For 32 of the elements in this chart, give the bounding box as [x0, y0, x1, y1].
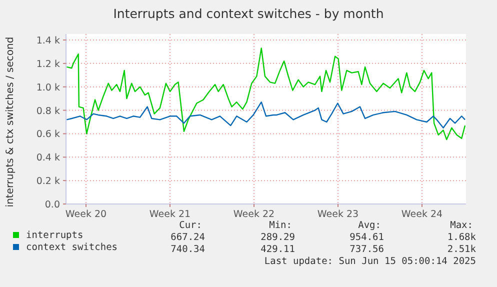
line-series	[66, 48, 466, 140]
text: 954.61	[350, 232, 384, 243]
line-series	[66, 101, 466, 128]
text: 737.56	[350, 244, 384, 255]
y-tick-label: 0.2 k	[36, 176, 60, 188]
text: Max:	[450, 220, 473, 231]
x-tick-label: Week 21	[149, 209, 191, 220]
y-tick-label: 0.0	[44, 200, 60, 210]
text: Cur:	[179, 220, 202, 231]
x-tick-label: Week 23	[317, 209, 359, 220]
x-tick-label: Week 24	[401, 209, 443, 220]
x-tick-label: Week 22	[233, 209, 275, 220]
y-tick-label: 0.4 k	[36, 152, 60, 164]
legend-label: interrupts	[26, 230, 84, 241]
text: Avg:	[358, 220, 381, 231]
text: 2.51k	[447, 244, 476, 255]
y-tick-label: 0.8 k	[36, 106, 60, 117]
y-axis-title: interrupts & ctx switches / second	[5, 36, 16, 208]
x-tick-label: Week 20	[65, 209, 107, 220]
text: Min:	[269, 220, 292, 231]
text: 429.11	[260, 244, 296, 255]
text: 1.68k	[447, 232, 476, 243]
text: 289.29	[260, 232, 296, 243]
text: Last update: Sun Jun 15 05:00:14 2025	[264, 256, 476, 267]
legend-label: context switches	[26, 242, 118, 253]
y-tick-label: 0.6 k	[36, 129, 60, 140]
y-tick-label: 1.4 k	[36, 36, 60, 46]
text: 740.34	[170, 244, 206, 255]
y-tick-label: 1.0 k	[36, 82, 60, 94]
chart-title: Interrupts and context switches - by month	[113, 6, 384, 21]
text: 667.24	[170, 232, 206, 243]
y-tick-label: 1.2 k	[36, 58, 60, 70]
